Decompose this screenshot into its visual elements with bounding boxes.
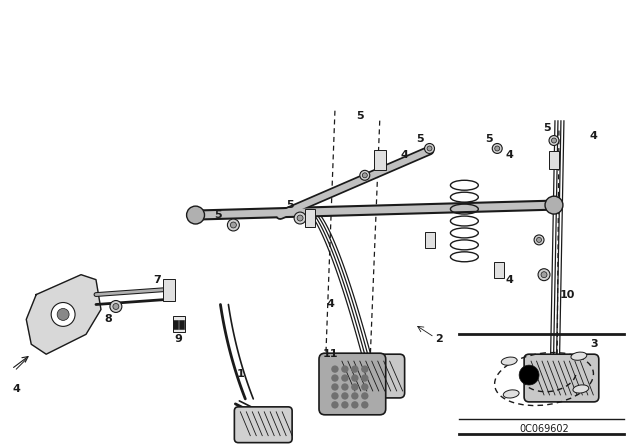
Text: 11: 11 xyxy=(322,349,338,359)
Text: 3: 3 xyxy=(590,339,598,349)
Circle shape xyxy=(297,215,303,221)
Circle shape xyxy=(427,146,432,151)
Circle shape xyxy=(362,173,367,178)
Text: 5: 5 xyxy=(486,134,493,143)
Circle shape xyxy=(541,271,547,278)
Text: 10: 10 xyxy=(559,289,575,300)
Text: 0C069602: 0C069602 xyxy=(519,424,569,434)
Text: 5: 5 xyxy=(356,111,364,121)
Bar xyxy=(424,232,435,248)
Text: 2: 2 xyxy=(436,334,444,344)
Text: 4: 4 xyxy=(326,300,334,310)
Circle shape xyxy=(352,366,358,372)
Circle shape xyxy=(362,375,368,381)
Ellipse shape xyxy=(571,352,587,360)
Circle shape xyxy=(536,237,541,242)
Circle shape xyxy=(332,393,338,399)
FancyBboxPatch shape xyxy=(319,353,386,415)
Text: 5: 5 xyxy=(543,123,551,133)
Bar xyxy=(163,279,175,301)
FancyBboxPatch shape xyxy=(234,407,292,443)
Circle shape xyxy=(294,212,306,224)
Circle shape xyxy=(352,384,358,390)
Circle shape xyxy=(545,196,563,214)
Bar xyxy=(173,319,178,329)
Circle shape xyxy=(549,136,559,146)
Circle shape xyxy=(495,146,500,151)
Circle shape xyxy=(352,393,358,399)
Circle shape xyxy=(332,384,338,390)
Circle shape xyxy=(362,402,368,408)
Circle shape xyxy=(342,375,348,381)
Circle shape xyxy=(110,301,122,312)
Circle shape xyxy=(51,302,75,326)
Circle shape xyxy=(57,309,69,320)
Circle shape xyxy=(424,143,435,154)
Circle shape xyxy=(492,143,502,154)
Text: 4: 4 xyxy=(12,384,20,394)
Circle shape xyxy=(362,366,368,372)
Circle shape xyxy=(519,365,539,385)
Text: 8: 8 xyxy=(104,314,112,324)
Bar xyxy=(305,209,315,227)
Circle shape xyxy=(187,206,205,224)
Circle shape xyxy=(227,219,239,231)
Circle shape xyxy=(362,393,368,399)
Text: 9: 9 xyxy=(175,334,182,344)
Polygon shape xyxy=(26,275,101,354)
Circle shape xyxy=(342,366,348,372)
Text: 5: 5 xyxy=(416,134,424,143)
Circle shape xyxy=(538,269,550,280)
Circle shape xyxy=(332,366,338,372)
Text: 1: 1 xyxy=(236,369,244,379)
Text: 4: 4 xyxy=(505,151,513,160)
Text: 5: 5 xyxy=(286,200,294,210)
Circle shape xyxy=(342,384,348,390)
Circle shape xyxy=(230,222,236,228)
Circle shape xyxy=(360,170,370,180)
Circle shape xyxy=(113,303,119,310)
Circle shape xyxy=(342,393,348,399)
FancyBboxPatch shape xyxy=(335,354,404,398)
Text: 4: 4 xyxy=(505,275,513,284)
Bar xyxy=(173,316,184,332)
Text: 7: 7 xyxy=(153,275,161,284)
Bar xyxy=(374,151,386,170)
Bar xyxy=(494,262,504,278)
Circle shape xyxy=(332,375,338,381)
Text: 4: 4 xyxy=(401,151,408,160)
Text: 4: 4 xyxy=(590,130,598,141)
Circle shape xyxy=(332,402,338,408)
FancyBboxPatch shape xyxy=(524,354,599,402)
Circle shape xyxy=(342,402,348,408)
Ellipse shape xyxy=(501,357,517,365)
Circle shape xyxy=(552,138,556,143)
Bar xyxy=(549,151,559,169)
Text: 5: 5 xyxy=(214,210,222,220)
Ellipse shape xyxy=(573,385,589,393)
Bar xyxy=(179,319,184,329)
Circle shape xyxy=(352,402,358,408)
Circle shape xyxy=(352,375,358,381)
Ellipse shape xyxy=(503,390,519,398)
Circle shape xyxy=(362,384,368,390)
Circle shape xyxy=(534,235,544,245)
